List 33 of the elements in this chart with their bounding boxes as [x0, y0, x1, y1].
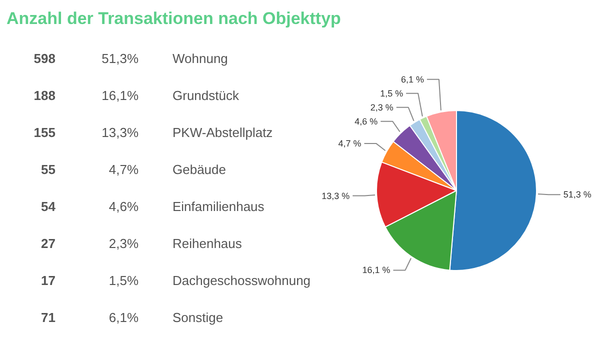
data-label: 13,3 %: [322, 190, 350, 201]
text: Sonstige: [172, 310, 224, 325]
text: Wohnung: [172, 51, 228, 66]
text: 155: [34, 125, 56, 140]
text: 51,3%: [102, 51, 139, 66]
text: Grundstück: [172, 88, 240, 103]
data-label: 51,3 %: [563, 190, 592, 200]
text: 54: [41, 199, 56, 214]
text: 6,1%: [108, 310, 139, 325]
data-label: 1,5 %: [380, 88, 404, 98]
text: 71: [41, 310, 56, 325]
text: 1,5%: [108, 273, 139, 288]
data-label: 2,3 %: [370, 102, 394, 112]
text: Gebäude: [172, 162, 226, 177]
text: Reihenhaus: [172, 236, 242, 251]
text: 4,7%: [108, 162, 139, 177]
text: Dachgeschosswohnung: [172, 273, 311, 288]
text: 4,6%: [108, 199, 139, 214]
text: PKW-Abstellplatz: [172, 125, 273, 140]
text: 598: [34, 51, 56, 66]
text: 17: [41, 273, 56, 288]
text: 13,3%: [102, 125, 139, 140]
data-label: 4,7 %: [338, 138, 362, 149]
text: 2,3%: [108, 236, 139, 251]
text: Einfamilienhaus: [172, 199, 265, 214]
text: 55: [41, 162, 56, 177]
data-label: 4,6 %: [354, 116, 378, 126]
text: 188: [34, 88, 56, 103]
data-label: 6,1 %: [400, 74, 424, 84]
text: 27: [41, 236, 56, 251]
data-label: 16,1 %: [362, 265, 390, 276]
text: 16,1%: [102, 88, 139, 103]
text: Anzahl der Transaktionen nach Objekttyp: [6, 9, 341, 28]
